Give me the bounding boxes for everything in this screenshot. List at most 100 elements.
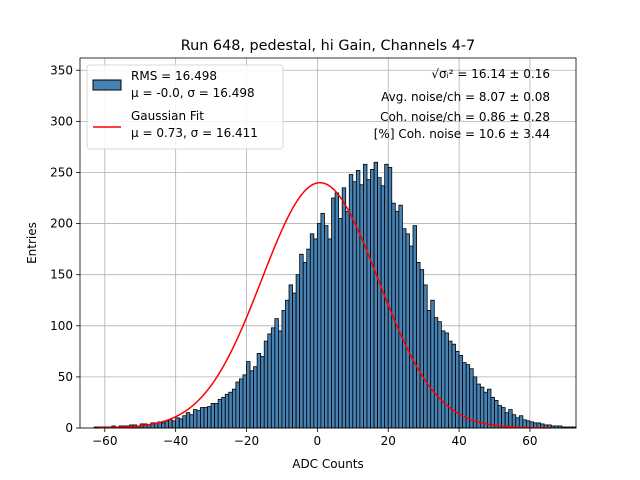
y-tick-label: 0 bbox=[65, 421, 73, 435]
histogram-bar bbox=[504, 412, 510, 429]
histogram-bar bbox=[224, 393, 230, 429]
histogram-bar bbox=[299, 253, 304, 429]
histogram-bar bbox=[345, 210, 350, 429]
histogram-bar bbox=[182, 415, 187, 429]
y-tick-label: 150 bbox=[50, 268, 73, 282]
histogram-bar bbox=[430, 299, 435, 429]
histogram-bar bbox=[185, 412, 191, 429]
histogram-bar bbox=[175, 417, 180, 429]
histogram-bar bbox=[373, 161, 378, 429]
histogram-bar bbox=[490, 396, 495, 429]
histogram-bar bbox=[387, 166, 393, 429]
x-axis-ticks: −60 −40 −20 0 20 40 60 bbox=[92, 428, 538, 448]
histogram-bar bbox=[437, 321, 442, 429]
histogram-bar bbox=[196, 410, 201, 429]
histogram-bar bbox=[341, 187, 347, 429]
histogram-bar bbox=[189, 414, 194, 429]
histogram-bar bbox=[302, 262, 308, 429]
histogram-bar bbox=[217, 398, 223, 429]
legend: RMS = 16.498 μ = -0.0, σ = 16.498 Gaussi… bbox=[86, 64, 284, 150]
histogram-bar bbox=[327, 238, 332, 429]
histogram-bar bbox=[405, 233, 410, 429]
histogram-bar bbox=[458, 355, 464, 429]
legend-histogram-swatch bbox=[92, 79, 122, 91]
histogram-bar bbox=[494, 400, 499, 429]
x-tick-label: 0 bbox=[314, 434, 322, 448]
histogram-bar bbox=[200, 407, 205, 429]
histogram-bar bbox=[260, 356, 265, 429]
x-tick-label: −40 bbox=[163, 434, 188, 448]
legend-histogram-sublabel: μ = -0.0, σ = 16.498 bbox=[131, 86, 255, 100]
x-tick-label: −60 bbox=[92, 434, 117, 448]
histogram-bar bbox=[231, 388, 237, 429]
y-tick-label: 300 bbox=[50, 114, 73, 128]
histogram-bar bbox=[228, 391, 233, 429]
histogram-bar bbox=[355, 170, 361, 429]
histogram-bar bbox=[164, 420, 169, 429]
histogram-bar bbox=[178, 418, 184, 429]
histogram-bar bbox=[267, 333, 272, 429]
legend-fit-sublabel: μ = 0.73, σ = 16.411 bbox=[131, 126, 258, 140]
histogram-bar bbox=[444, 332, 449, 429]
histogram-bar bbox=[377, 177, 382, 429]
histogram-bar bbox=[221, 396, 226, 429]
histogram-bar bbox=[394, 210, 400, 429]
histogram-bar bbox=[416, 262, 421, 429]
x-tick-label: −20 bbox=[234, 434, 259, 448]
annotation-total-noise: = 16.14 ± 0.16 bbox=[454, 67, 550, 81]
histogram-bar bbox=[334, 192, 340, 429]
annotation-coh-noise: Coh. noise/ch = 0.86 ± 0.28 bbox=[380, 110, 550, 124]
histogram-bar bbox=[277, 330, 283, 429]
histogram-bar bbox=[168, 419, 173, 429]
histogram-bar bbox=[501, 407, 506, 429]
histogram-bar bbox=[451, 343, 456, 429]
histogram-bar bbox=[448, 340, 453, 429]
y-tick-label: 200 bbox=[50, 217, 73, 231]
histogram-bar bbox=[288, 284, 293, 429]
histogram-bar bbox=[313, 238, 318, 429]
histogram-bar bbox=[161, 422, 166, 429]
annotations: √σᵢ² = 16.14 ± 0.16 Avg. noise/ch = 8.07… bbox=[374, 67, 550, 141]
histogram-bar bbox=[274, 318, 279, 429]
histogram-bar bbox=[253, 366, 258, 429]
histogram-bar bbox=[511, 414, 517, 429]
histogram-bar bbox=[338, 218, 343, 429]
plot-area-frame bbox=[79, 57, 577, 429]
annotation-coh-noise-percent: [%] Coh. noise = 10.6 ± 3.44 bbox=[374, 127, 550, 141]
x-tick-label: 60 bbox=[522, 434, 537, 448]
histogram-bar bbox=[246, 361, 251, 429]
histogram-bar bbox=[380, 185, 386, 429]
histogram-bar bbox=[398, 204, 403, 429]
y-tick-label: 50 bbox=[58, 370, 73, 384]
histogram-bar bbox=[207, 406, 212, 429]
histogram-bar bbox=[426, 310, 432, 429]
histogram-bar bbox=[423, 284, 428, 429]
histogram-bar bbox=[370, 169, 375, 429]
histogram-bar bbox=[242, 374, 247, 429]
histogram-bar bbox=[249, 370, 255, 429]
histogram-bar bbox=[292, 292, 297, 429]
x-axis-label: ADC Counts bbox=[292, 457, 364, 471]
sigma-symbol: √σᵢ² bbox=[431, 67, 453, 81]
annotation-sqrt-sigma: √σᵢ² = 16.14 ± 0.16 bbox=[431, 67, 550, 81]
histogram-bar bbox=[508, 409, 513, 429]
histogram-bar bbox=[210, 403, 216, 429]
histogram-bar bbox=[401, 228, 407, 429]
histogram-bar bbox=[281, 310, 286, 429]
histogram-bar bbox=[270, 327, 276, 429]
histogram-bar bbox=[440, 330, 446, 429]
histogram-bar bbox=[203, 407, 208, 429]
histogram-bar bbox=[433, 317, 439, 429]
histogram-bar bbox=[483, 391, 488, 429]
annotation-avg-noise: Avg. noise/ch = 8.07 ± 0.08 bbox=[381, 90, 550, 104]
histogram-bar bbox=[359, 184, 364, 429]
y-tick-label: 350 bbox=[50, 63, 73, 77]
histogram-bar bbox=[320, 212, 325, 429]
histogram-bar bbox=[316, 223, 322, 429]
histogram-bar bbox=[295, 274, 301, 429]
histogram-bar bbox=[171, 420, 177, 429]
histogram-bar bbox=[331, 197, 336, 429]
histogram-bar bbox=[263, 340, 269, 429]
x-tick-label: 20 bbox=[381, 434, 396, 448]
